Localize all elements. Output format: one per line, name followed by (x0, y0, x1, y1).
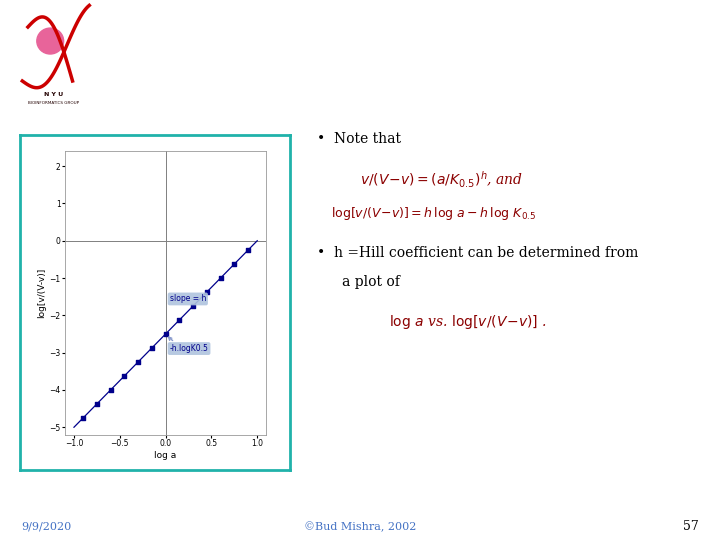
Circle shape (37, 28, 63, 54)
Point (160, 329, 171, 338)
Text: -h.logK0.5: -h.logK0.5 (168, 337, 209, 353)
Point (119, 372, 130, 380)
Text: BIOINFORMATICS GROUP: BIOINFORMATICS GROUP (28, 101, 79, 105)
Text: slope = h: slope = h (170, 294, 206, 303)
X-axis label: log a: log a (155, 451, 176, 460)
Bar (45, 51, 56, 67)
Point (174, 316, 185, 325)
Point (146, 343, 158, 352)
Text: Hill Plot: Hill Plot (351, 40, 481, 68)
Point (187, 302, 199, 310)
Y-axis label: log[v/(V-v)]: log[v/(V-v)] (37, 268, 47, 318)
Text: •  Note that: • Note that (317, 132, 401, 146)
Text: 57: 57 (683, 520, 698, 533)
Point (243, 246, 254, 254)
Text: $\log\,a$ vs. $\log[v/(V\!-\!v)]$ .: $\log\,a$ vs. $\log[v/(V\!-\!v)]$ . (389, 313, 546, 331)
Circle shape (26, 14, 75, 62)
Point (105, 386, 117, 394)
Text: N Y U: N Y U (44, 92, 63, 97)
Text: $\log[v/(V\!-\!v)] = h\,\log\,a - h\,\log\,K_{0.5}$: $\log[v/(V\!-\!v)] = h\,\log\,a - h\,\lo… (331, 205, 536, 222)
Point (228, 260, 240, 268)
Text: ©Bud Mishra, 2002: ©Bud Mishra, 2002 (304, 521, 416, 532)
Point (201, 288, 212, 296)
Text: 9/9/2020: 9/9/2020 (22, 522, 72, 531)
Text: $v/(V\!-\!v) = (a/K_{0.5})^h$, and: $v/(V\!-\!v) = (a/K_{0.5})^h$, and (360, 170, 523, 191)
Text: •  h =Hill coefficient can be determined from: • h =Hill coefficient can be determined … (317, 246, 638, 260)
Point (77, 414, 89, 422)
Point (215, 274, 226, 282)
Point (91, 400, 103, 408)
Text: a plot of: a plot of (342, 275, 400, 289)
Point (132, 357, 144, 366)
